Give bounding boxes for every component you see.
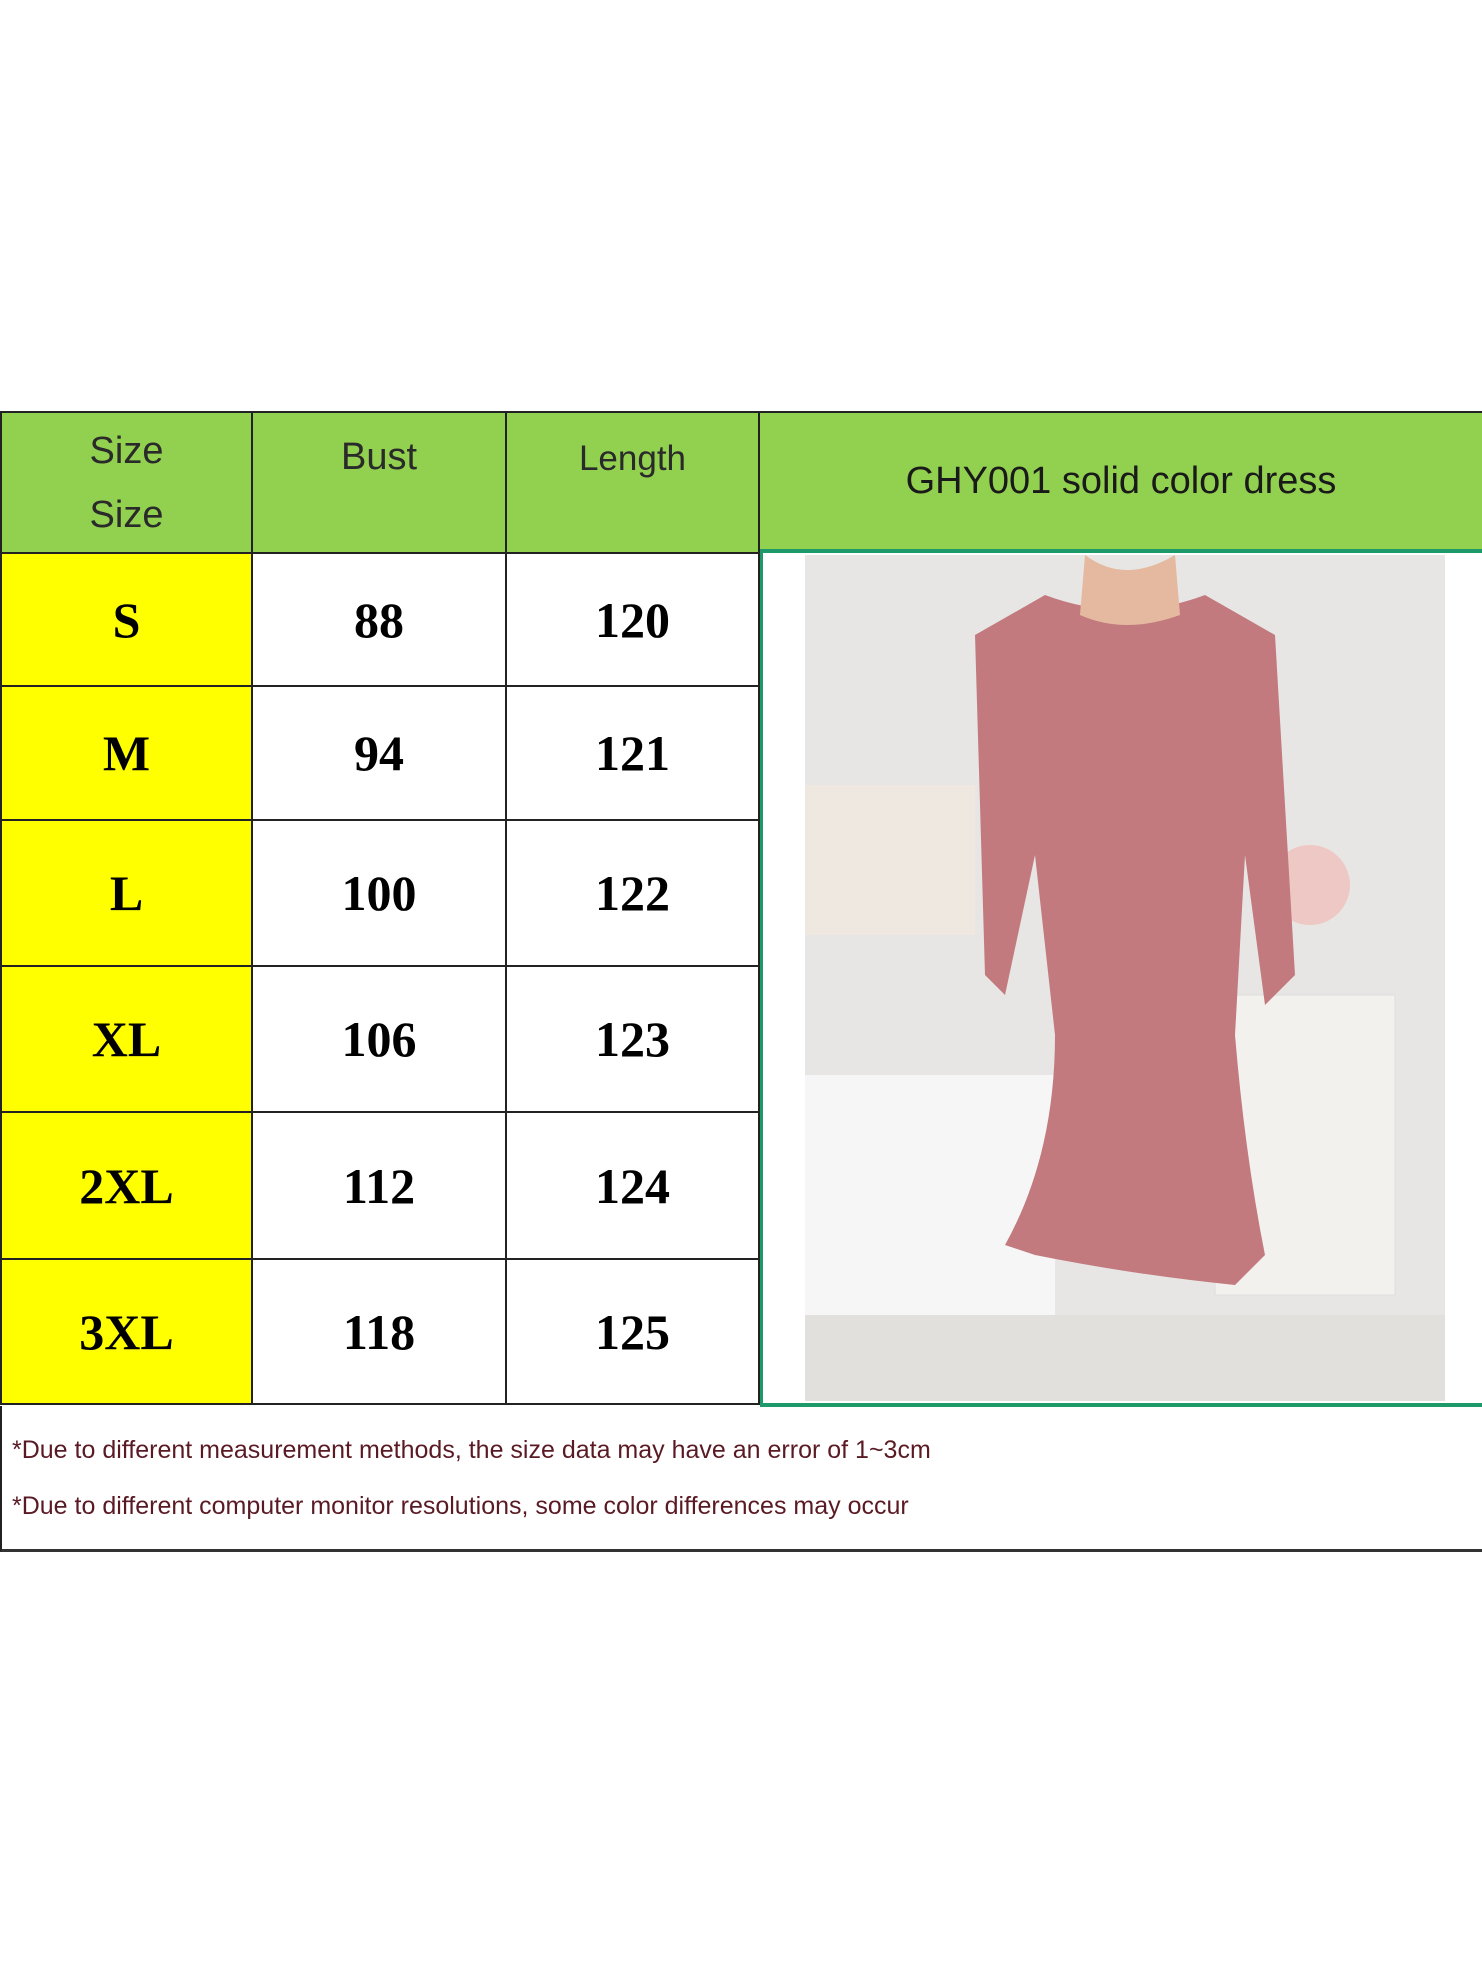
cell-bust: 112: [253, 1113, 507, 1260]
cell-bust: 118: [253, 1260, 507, 1405]
header-size: Size Size: [0, 413, 253, 554]
cell-length: 120: [507, 554, 760, 687]
cell-size: S: [0, 554, 253, 687]
notes-section: *Due to different measurement methods, t…: [0, 1406, 1482, 1552]
cell-size: XL: [0, 967, 253, 1113]
cell-bust: 88: [253, 554, 507, 687]
cell-length: 121: [507, 687, 760, 821]
cell-bust: 106: [253, 967, 507, 1113]
size-label: Size: [89, 429, 164, 472]
header-bust: Bust: [253, 413, 507, 554]
cell-size: L: [0, 821, 253, 967]
cell-size: 2XL: [0, 1113, 253, 1260]
product-photo: [760, 553, 1482, 1407]
size-label-secondary: Size: [89, 493, 164, 536]
cell-length: 124: [507, 1113, 760, 1260]
cell-size: M: [0, 687, 253, 821]
cell-length: 122: [507, 821, 760, 967]
cell-bust: 94: [253, 687, 507, 821]
dress-photo-illustration: [805, 555, 1445, 1401]
product-title: GHY001 solid color dress: [760, 413, 1482, 554]
note-measurement: *Due to different measurement methods, t…: [12, 1436, 931, 1464]
cell-bust: 100: [253, 821, 507, 967]
header-length: Length: [507, 413, 760, 554]
note-color: *Due to different computer monitor resol…: [12, 1492, 909, 1520]
cell-length: 123: [507, 967, 760, 1113]
cell-length: 125: [507, 1260, 760, 1405]
cell-size: 3XL: [0, 1260, 253, 1405]
